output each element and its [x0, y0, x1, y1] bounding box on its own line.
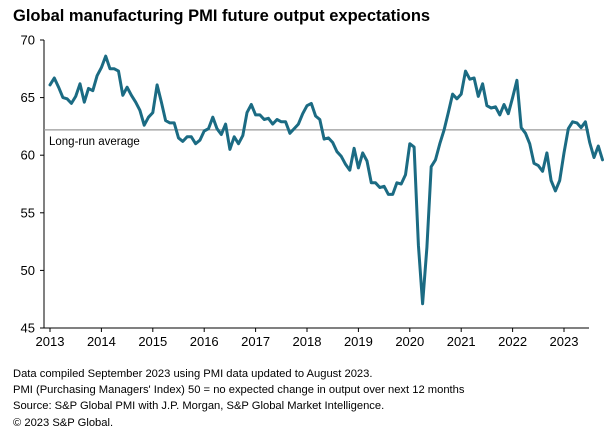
x-tick-label: 2018 [293, 334, 322, 349]
series-line [48, 54, 604, 306]
x-tick-label: 2019 [344, 334, 373, 349]
chart-title: Global manufacturing PMI future output e… [13, 7, 431, 25]
x-tick-label: 2023 [550, 334, 579, 349]
x-tick-label: 2013 [36, 334, 65, 349]
y-tick-label: 55 [21, 205, 35, 220]
plot-area [48, 54, 604, 306]
y-tick-label: 50 [21, 263, 35, 278]
chart-axes: 45 50 55 60 65 70 2013 2014 2015 2016 2017 2018 2019… [21, 33, 589, 349]
long-run-average-label: Long-run average [49, 136, 140, 148]
note-source: Source: S&P Global PMI with J.P. Morgan,… [13, 400, 385, 413]
y-tick-label: 60 [21, 148, 35, 163]
x-tick-label: 2016 [190, 334, 219, 349]
long-run-average: Long-run average [44, 129, 589, 148]
note-data-compiled: Data compiled September 2023 using PMI d… [13, 368, 373, 380]
x-tick-label: 2014 [87, 334, 116, 349]
note-copyright: © 2023 S&P Global. [13, 416, 114, 429]
y-tick-label: 45 [21, 321, 35, 336]
x-tick-label: 2015 [138, 334, 167, 349]
x-tick-label: 2017 [241, 334, 270, 349]
chart-notes: Data compiled September 2023 using PMI d… [13, 366, 464, 431]
x-tick-label: 2020 [395, 334, 424, 349]
note-pmi-definition: PMI (Purchasing Managers' Index) 50 = no… [13, 384, 465, 397]
x-tick-label: 2022 [498, 334, 527, 349]
x-tick-label: 2021 [447, 334, 476, 349]
y-tick-label: 70 [21, 33, 35, 48]
y-tick-label: 65 [21, 90, 35, 105]
